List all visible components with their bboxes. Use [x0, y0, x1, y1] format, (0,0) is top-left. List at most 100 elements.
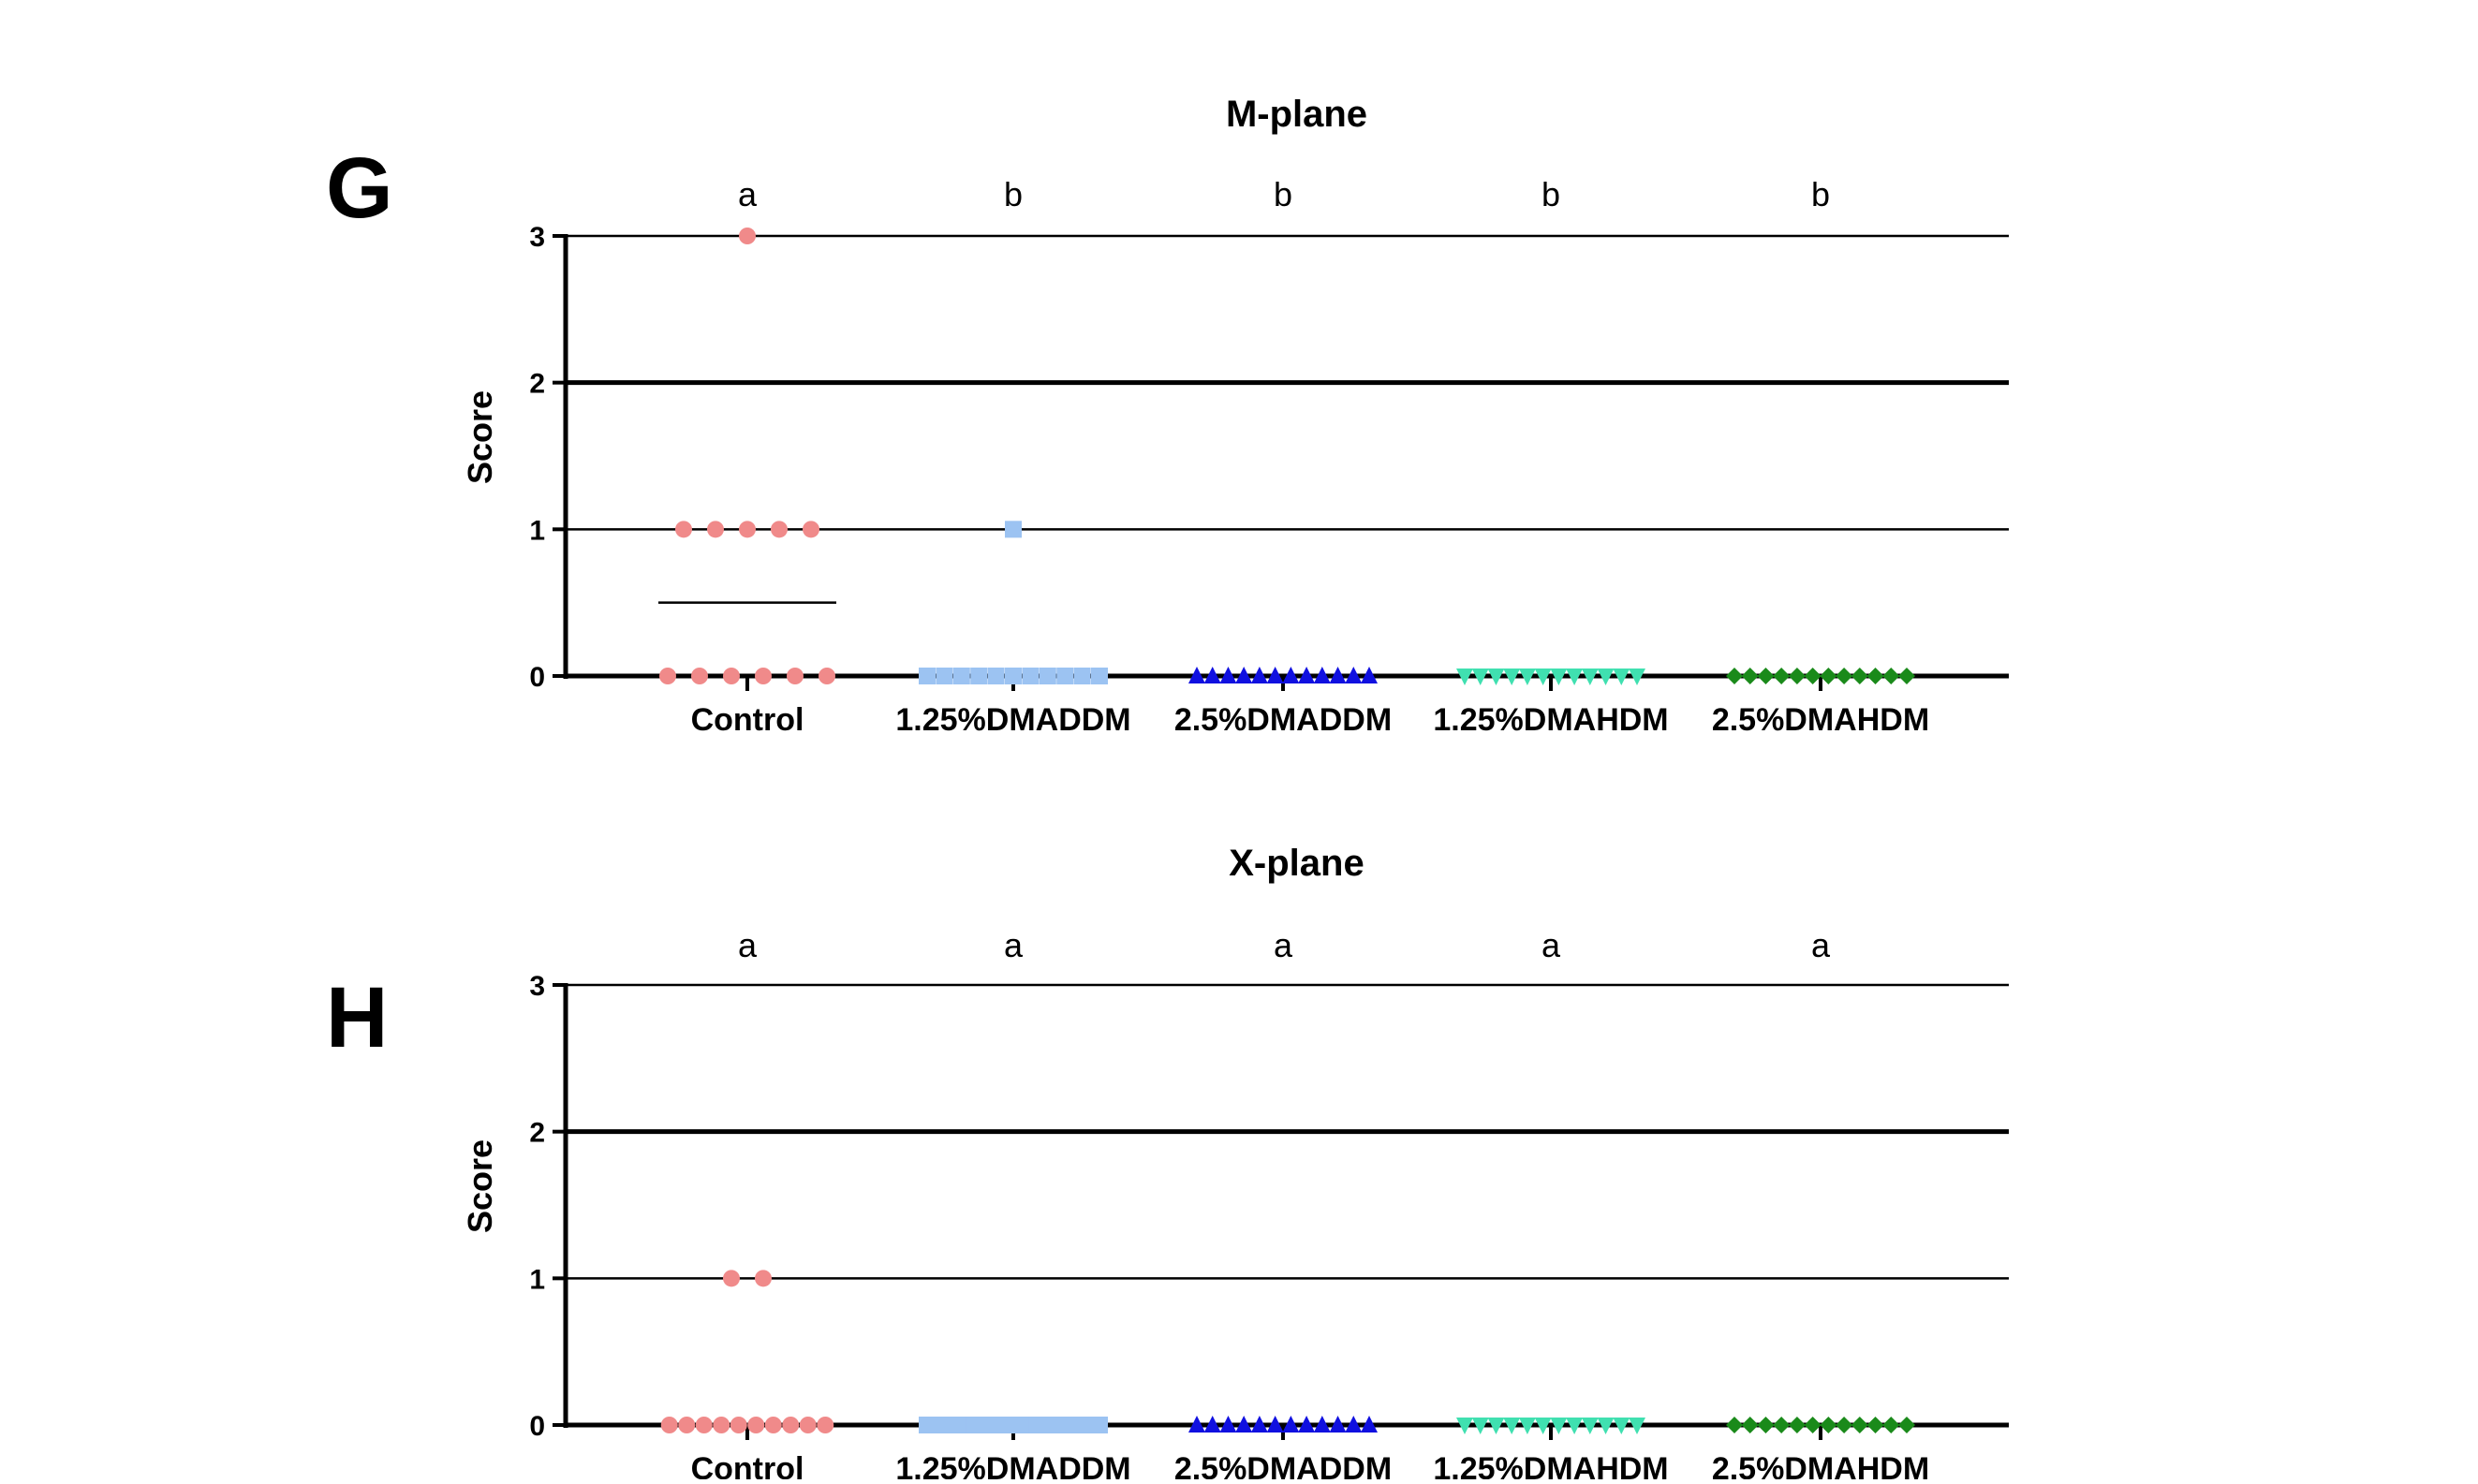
data-point: [970, 668, 988, 684]
data-point: [1361, 1416, 1378, 1433]
y-tick-label: 2: [529, 1118, 545, 1149]
data-point: [1804, 1417, 1822, 1433]
data-point: [1503, 1418, 1521, 1434]
significance-letter: b: [1004, 175, 1023, 213]
data-point: [723, 668, 740, 684]
data-point: [1059, 1417, 1077, 1433]
data-point: [987, 668, 1005, 684]
data-point: [1313, 1416, 1331, 1433]
data-point: [1550, 1418, 1568, 1434]
data-point: [1613, 1418, 1630, 1434]
panel-letter: H: [326, 970, 388, 1065]
data-point: [1851, 1417, 1868, 1433]
y-tick-label: 2: [529, 369, 545, 400]
data-point: [659, 668, 676, 684]
x-tick-label: 2.5%DMADDM: [1174, 702, 1392, 738]
data-point: [1741, 1417, 1759, 1433]
data-point: [707, 521, 724, 538]
data-point: [1250, 667, 1268, 683]
data-point: [1298, 667, 1316, 683]
data-point: [1043, 1417, 1061, 1433]
data-point: [1282, 667, 1300, 683]
data-point: [1203, 1416, 1221, 1433]
data-point: [755, 668, 772, 684]
data-point: [1022, 668, 1040, 684]
data-point: [1550, 669, 1568, 685]
data-point: [1820, 1417, 1837, 1433]
data-point: [1298, 1416, 1316, 1433]
significance-letter: a: [738, 926, 758, 964]
y-axis-label: Score: [461, 1139, 499, 1233]
data-point: [1534, 669, 1552, 685]
data-point: [1866, 1417, 1884, 1433]
data-point: [1219, 1416, 1237, 1433]
data-point: [1073, 668, 1091, 684]
significance-letter: b: [1811, 175, 1830, 213]
data-point: [996, 1417, 1014, 1433]
data-point: [723, 1270, 740, 1287]
data-point: [1266, 1416, 1284, 1433]
data-point: [730, 1417, 747, 1433]
data-point: [1741, 668, 1759, 684]
data-point: [1581, 1418, 1599, 1434]
data-point: [1613, 669, 1630, 685]
data-point: [1329, 667, 1347, 683]
data-point: [1788, 668, 1806, 684]
significance-letter: a: [1274, 926, 1293, 964]
data-point: [1726, 1417, 1743, 1433]
significance-letter: a: [738, 175, 758, 213]
panel-letter: G: [326, 140, 393, 236]
data-point: [1566, 669, 1584, 685]
data-point: [1629, 669, 1645, 685]
data-point: [1471, 669, 1489, 685]
x-tick-label: 2.5%DMADDM: [1174, 1451, 1392, 1479]
data-point: [695, 1417, 713, 1433]
data-point: [952, 668, 970, 684]
chart-panel-g: G M-plane 0 1 2 3 Score Control a 1.25%DMADDM b 2.5…: [326, 94, 2009, 738]
significance-letter: b: [1274, 175, 1292, 213]
data-point: [1028, 1417, 1046, 1433]
data-point: [678, 1417, 696, 1433]
data-point: [950, 1417, 967, 1433]
data-point: [1487, 1418, 1505, 1434]
data-point: [1866, 668, 1884, 684]
data-point: [1188, 667, 1205, 683]
data-point: [782, 1417, 800, 1433]
data-point: [1597, 1418, 1615, 1434]
data-point: [1313, 667, 1331, 683]
data-point: [1836, 668, 1853, 684]
y-tick-label: 3: [529, 971, 545, 1002]
data-point: [1250, 1416, 1268, 1433]
data-point: [660, 1417, 678, 1433]
data-point: [1773, 1417, 1791, 1433]
data-point: [1534, 1418, 1552, 1434]
data-point: [1898, 668, 1915, 684]
data-point: [675, 521, 692, 538]
data-point: [755, 1270, 772, 1287]
data-point: [819, 668, 835, 684]
data-point: [1581, 669, 1599, 685]
data-point: [739, 228, 756, 244]
data-point: [1329, 1416, 1347, 1433]
data-point: [1282, 1416, 1300, 1433]
data-point: [764, 1417, 782, 1433]
data-point: [1804, 668, 1822, 684]
data-point: [981, 1417, 998, 1433]
x-tick-label: Control: [691, 1451, 804, 1479]
data-point: [1820, 668, 1837, 684]
data-point: [1518, 1418, 1536, 1434]
data-point: [1726, 668, 1743, 684]
data-point: [1487, 669, 1505, 685]
x-tick-label: 2.5%DMAHDM: [1712, 1451, 1929, 1479]
data-point: [1471, 1418, 1489, 1434]
data-point: [787, 668, 804, 684]
y-tick-label: 3: [529, 222, 545, 253]
data-point: [1851, 668, 1868, 684]
data-point: [1012, 1417, 1030, 1433]
data-point: [747, 1417, 765, 1433]
significance-letter: b: [1541, 175, 1560, 213]
data-point: [713, 1417, 730, 1433]
data-point: [739, 521, 756, 538]
y-tick-label: 1: [529, 515, 545, 546]
